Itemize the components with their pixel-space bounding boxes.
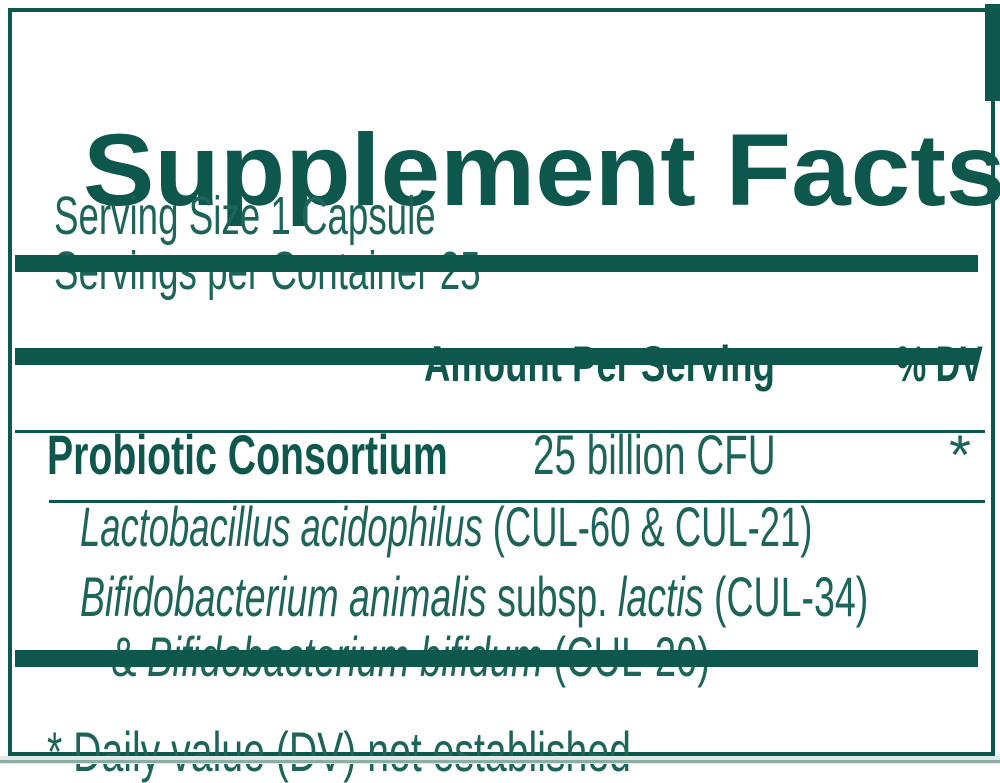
panel-border [8, 8, 995, 756]
thin-rule-full-width [15, 430, 985, 433]
ingredient-dv-asterisk: * [949, 423, 971, 486]
thick-rule-footer [15, 650, 978, 667]
ingredient-amount: 25 billion CFU [533, 423, 776, 486]
sub-ingredient-lactobacillus: Lactobacillus acidophilus (CUL-60 & CUL-… [80, 495, 813, 558]
sub-ingredient-bifidobacterium-line1: Bifidobacterium animalis subsp. lactis (… [80, 565, 869, 628]
bottom-outer-strip-line [0, 760, 1000, 763]
ingredient-name: Probiotic Consortium [47, 423, 448, 486]
thick-rule-middle [15, 348, 978, 365]
supplement-facts-label: { "panel": { "title": "Supplement Facts"… [0, 4, 1000, 780]
thin-rule-indented [49, 500, 985, 503]
panel-title-text: Supplement Facts [82, 113, 1000, 227]
servings-per-container: Servings per Container 25 [24, 190, 681, 298]
panel-title: Supplement Facts [26, 17, 1000, 221]
thick-rule-top [15, 255, 978, 272]
top-right-edge-block [985, 4, 1000, 101]
serving-size: Serving Size 1 Capsule [54, 186, 436, 246]
